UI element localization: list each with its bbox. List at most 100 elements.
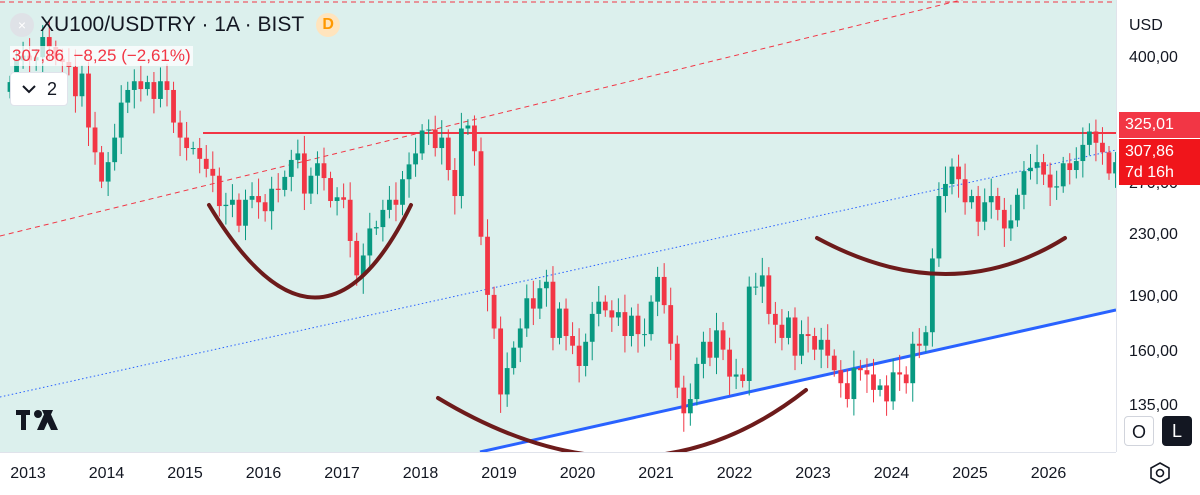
- candle-body: [661, 276, 667, 306]
- candles-layer: [7, 21, 1116, 432]
- candle: [86, 61, 91, 146]
- candle-body: [334, 197, 340, 202]
- candle-body: [203, 158, 209, 169]
- candle: [949, 158, 955, 195]
- candle-body: [537, 288, 543, 309]
- bar-countdown: 7d 16h: [1125, 164, 1174, 181]
- candle: [615, 298, 621, 326]
- x-tick-label: 2021: [638, 465, 674, 482]
- candle: [844, 369, 850, 408]
- arc-cup-right: [815, 236, 1067, 276]
- log-scale-toggle-l[interactable]: L: [1162, 416, 1192, 446]
- candle: [537, 280, 543, 320]
- candle-body: [432, 129, 438, 149]
- candle-body: [530, 298, 536, 309]
- log-scale-toggle-o[interactable]: O: [1124, 416, 1154, 446]
- candle: [988, 178, 994, 219]
- candle: [1015, 188, 1020, 227]
- candle: [550, 266, 556, 351]
- candle: [465, 119, 471, 135]
- candle-body: [714, 330, 719, 358]
- price-scale[interactable]: USD 135,00160,00190,00230,00270,00400,00…: [1116, 0, 1200, 452]
- candle-body: [759, 275, 765, 287]
- candle: [635, 303, 641, 353]
- candle-body: [321, 163, 327, 179]
- candle: [681, 375, 687, 432]
- candle: [812, 327, 818, 361]
- candle-body: [916, 343, 922, 346]
- candle: [1106, 145, 1112, 180]
- candle-body: [825, 339, 831, 356]
- candle-body: [406, 164, 412, 180]
- candle: [478, 137, 484, 246]
- candle: [805, 316, 811, 353]
- candle: [491, 286, 497, 339]
- candle: [1080, 127, 1086, 178]
- candle-body: [864, 370, 870, 375]
- candle-body: [86, 73, 91, 128]
- candle: [197, 137, 203, 174]
- candle-body: [517, 328, 523, 348]
- symbol-title[interactable]: XU100/USDTRY · 1A · BIST: [40, 13, 305, 36]
- candle: [112, 123, 118, 171]
- chart-plot-area[interactable]: [0, 0, 1116, 452]
- candle: [373, 220, 379, 235]
- settings-icon[interactable]: [1148, 461, 1172, 485]
- candle-body: [400, 179, 405, 205]
- candle: [589, 301, 595, 361]
- candle: [674, 335, 680, 399]
- currency-label[interactable]: USD: [1129, 17, 1163, 34]
- channel-upper-line: [0, 0, 964, 237]
- candle: [1041, 153, 1046, 186]
- close-icon[interactable]: ×: [10, 13, 34, 37]
- data-source-badge[interactable]: D: [316, 13, 341, 37]
- candle: [485, 219, 490, 312]
- x-tick-label: 2019: [481, 465, 517, 482]
- candle-body: [629, 315, 634, 337]
- candle: [144, 75, 150, 96]
- candle-body: [805, 334, 811, 337]
- candle-body: [275, 188, 281, 190]
- candle: [622, 294, 628, 353]
- candle-body: [838, 370, 844, 384]
- candle: [687, 383, 693, 426]
- candle-body: [550, 281, 556, 338]
- candle-body: [890, 372, 896, 402]
- candle: [956, 154, 961, 198]
- candle-body: [223, 204, 229, 207]
- candle-body: [99, 152, 104, 182]
- candle: [694, 357, 700, 406]
- support-trendline: [479, 308, 1116, 452]
- candle-body: [844, 383, 850, 400]
- candle-body: [347, 199, 353, 241]
- candle: [563, 298, 569, 351]
- candle: [92, 111, 98, 165]
- candle: [151, 72, 157, 114]
- candle: [230, 184, 235, 218]
- candle: [439, 120, 445, 165]
- time-axis[interactable]: 2013 2014 2015 2016 2017 2018 2019 2020 2021 2022…: [0, 452, 1116, 495]
- candle: [171, 81, 176, 133]
- tradingview-logo[interactable]: [16, 406, 66, 439]
- candle-body: [262, 202, 268, 212]
- candle-body: [746, 286, 752, 381]
- candle: [400, 171, 405, 216]
- candle-body: [301, 153, 307, 194]
- candle: [203, 145, 209, 178]
- candle-body: [936, 196, 942, 259]
- candle-body: [315, 163, 320, 176]
- candle: [903, 366, 909, 394]
- candle-body: [1021, 171, 1027, 195]
- legend-title-row: × XU100/USDTRY · 1A · BIST D: [10, 10, 341, 40]
- candle: [282, 170, 288, 197]
- candle-body: [740, 374, 746, 381]
- candle: [609, 300, 615, 332]
- candle: [223, 192, 229, 225]
- candle-body: [387, 199, 392, 210]
- candle: [727, 337, 732, 396]
- indicators-toggle-button[interactable]: 2: [10, 72, 68, 106]
- candle-body: [393, 199, 399, 205]
- candle: [1034, 144, 1040, 185]
- candle-body: [171, 89, 176, 123]
- candle-body: [1047, 174, 1053, 188]
